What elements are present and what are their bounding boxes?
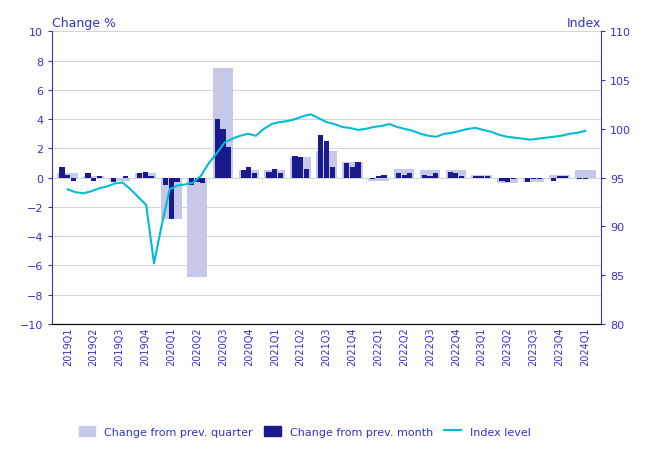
Bar <box>500 178 505 181</box>
Bar <box>316 152 337 178</box>
Bar <box>505 178 510 182</box>
Bar <box>246 168 251 178</box>
Bar <box>344 163 349 178</box>
Bar <box>453 174 458 178</box>
Bar <box>577 178 582 180</box>
Index level <box>103 184 111 190</box>
Bar <box>65 175 71 178</box>
Bar <box>226 148 231 178</box>
Bar <box>148 177 153 178</box>
Bar <box>511 178 516 180</box>
Bar <box>71 178 76 181</box>
Bar <box>531 178 536 180</box>
Bar <box>447 172 453 178</box>
Index level <box>581 129 589 134</box>
Index level <box>64 187 72 193</box>
Text: Change %: Change % <box>52 17 116 30</box>
Bar <box>298 158 303 178</box>
Bar <box>525 178 530 182</box>
Index level <box>307 112 315 118</box>
Bar <box>557 177 562 178</box>
Index level <box>150 261 158 267</box>
Bar <box>163 178 168 186</box>
Bar <box>368 178 389 181</box>
Bar <box>174 178 180 182</box>
Text: Index: Index <box>566 17 601 30</box>
Bar <box>293 156 298 178</box>
Line: Index level: Index level <box>68 115 585 264</box>
Bar <box>111 178 116 182</box>
Bar <box>355 162 360 178</box>
Bar <box>187 178 208 277</box>
Bar <box>213 69 233 178</box>
Bar <box>551 178 556 181</box>
Bar <box>59 168 65 178</box>
Bar <box>252 174 257 178</box>
Index level <box>127 187 135 193</box>
Legend: Change from prev. quarter, Change from prev. month, Index level: Change from prev. quarter, Change from p… <box>74 421 535 441</box>
Index level <box>283 119 291 125</box>
Bar <box>370 178 375 180</box>
Bar <box>459 177 464 178</box>
Bar <box>221 130 225 178</box>
Bar <box>84 177 104 178</box>
Bar <box>433 174 438 178</box>
Bar <box>422 175 427 178</box>
Index level <box>550 135 558 140</box>
Bar <box>137 174 142 178</box>
Bar <box>324 142 329 178</box>
Index level <box>315 116 323 122</box>
Bar <box>91 178 96 181</box>
Bar <box>381 175 387 178</box>
Bar <box>123 177 128 178</box>
Bar <box>238 171 259 178</box>
Bar <box>350 168 355 178</box>
Bar <box>189 178 194 186</box>
Bar <box>582 178 588 180</box>
Bar <box>135 174 155 178</box>
Bar <box>97 177 102 178</box>
Bar <box>445 171 466 178</box>
Bar <box>240 171 246 178</box>
Bar <box>278 174 283 178</box>
Bar <box>396 174 401 178</box>
Bar <box>523 178 544 182</box>
Bar <box>272 169 278 178</box>
Bar <box>342 162 362 178</box>
Bar <box>575 171 596 178</box>
Bar <box>479 177 485 178</box>
Bar <box>264 171 285 178</box>
Bar <box>330 168 335 178</box>
Bar <box>215 120 220 178</box>
Bar <box>291 158 311 178</box>
Bar <box>473 177 479 178</box>
Index level <box>471 126 479 131</box>
Bar <box>402 175 407 178</box>
Bar <box>428 177 432 178</box>
Bar <box>562 177 567 178</box>
Bar <box>266 172 272 178</box>
Bar <box>485 177 490 178</box>
Bar <box>549 175 569 178</box>
Bar <box>375 177 381 178</box>
Bar <box>537 178 542 180</box>
Bar <box>195 178 200 182</box>
Bar <box>420 171 440 178</box>
Bar <box>161 178 182 219</box>
Bar <box>143 172 148 178</box>
Bar <box>471 175 492 178</box>
Bar <box>200 178 206 184</box>
Bar <box>498 178 518 184</box>
Bar <box>168 178 174 219</box>
Bar <box>109 178 130 181</box>
Bar <box>86 174 91 178</box>
Bar <box>407 174 413 178</box>
Bar <box>318 136 323 178</box>
Bar <box>57 174 78 178</box>
Bar <box>394 169 415 178</box>
Bar <box>304 169 309 178</box>
